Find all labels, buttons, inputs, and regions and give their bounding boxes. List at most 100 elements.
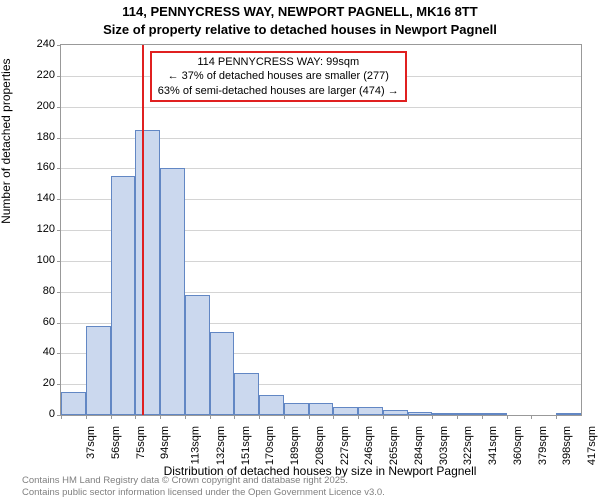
y-tick-label: 180 <box>15 131 55 143</box>
x-tick-label: 417sqm <box>586 426 598 465</box>
histogram-bar <box>234 373 259 415</box>
histogram-bar <box>86 326 111 415</box>
x-tick-mark <box>457 415 458 419</box>
x-tick-label: 341sqm <box>487 426 499 465</box>
y-tick-mark <box>57 199 61 200</box>
y-tick-label: 100 <box>15 254 55 266</box>
histogram-bar <box>408 412 433 415</box>
footer-line1: Contains HM Land Registry data © Crown c… <box>22 475 348 486</box>
y-tick-label: 60 <box>15 316 55 328</box>
y-tick-mark <box>57 76 61 77</box>
y-tick-mark <box>57 138 61 139</box>
x-tick-label: 379sqm <box>537 426 549 465</box>
y-tick-mark <box>57 323 61 324</box>
annotation-line2: ← 37% of detached houses are smaller (27… <box>168 70 389 82</box>
x-tick-mark <box>111 415 112 419</box>
y-tick-label: 0 <box>15 408 55 420</box>
histogram-bar <box>457 413 482 415</box>
histogram-bar <box>185 295 210 415</box>
x-tick-label: 170sqm <box>264 426 276 465</box>
x-tick-mark <box>482 415 483 419</box>
histogram-bar <box>284 403 309 415</box>
histogram-bar <box>111 176 136 415</box>
histogram-bar <box>383 410 408 415</box>
footer-line2: Contains public sector information licen… <box>22 487 385 498</box>
x-tick-label: 360sqm <box>512 426 524 465</box>
x-tick-mark <box>507 415 508 419</box>
x-tick-mark <box>210 415 211 419</box>
chart-title-sub: Size of property relative to detached ho… <box>0 22 600 37</box>
y-tick-mark <box>57 230 61 231</box>
x-tick-mark <box>333 415 334 419</box>
property-marker-line <box>142 45 144 415</box>
x-tick-mark <box>284 415 285 419</box>
y-tick-mark <box>57 292 61 293</box>
x-tick-label: 284sqm <box>413 426 425 465</box>
x-tick-mark <box>408 415 409 419</box>
annotation-box: 114 PENNYCRESS WAY: 99sqm ← 37% of detach… <box>150 51 407 102</box>
histogram-bar <box>358 407 383 415</box>
x-tick-label: 94sqm <box>159 426 171 459</box>
histogram-bar <box>61 392 86 415</box>
x-tick-mark <box>556 415 557 419</box>
histogram-bar <box>309 403 334 415</box>
x-tick-mark <box>432 415 433 419</box>
y-tick-mark <box>57 384 61 385</box>
footer-attribution: Contains HM Land Registry data © Crown c… <box>22 475 385 498</box>
property-size-chart: 114, PENNYCRESS WAY, NEWPORT PAGNELL, MK… <box>0 0 600 500</box>
x-tick-mark <box>160 415 161 419</box>
y-tick-label: 140 <box>15 192 55 204</box>
histogram-bar <box>432 413 457 415</box>
y-tick-label: 120 <box>15 223 55 235</box>
y-tick-label: 80 <box>15 285 55 297</box>
y-tick-mark <box>57 107 61 108</box>
x-tick-label: 246sqm <box>364 426 376 465</box>
y-tick-mark <box>57 45 61 46</box>
x-tick-label: 227sqm <box>339 426 351 465</box>
x-tick-label: 56sqm <box>110 426 122 459</box>
x-tick-label: 303sqm <box>438 426 450 465</box>
y-tick-label: 160 <box>15 161 55 173</box>
x-tick-mark <box>309 415 310 419</box>
histogram-bar <box>210 332 235 415</box>
y-tick-mark <box>57 261 61 262</box>
y-tick-label: 240 <box>15 38 55 50</box>
y-tick-mark <box>57 168 61 169</box>
histogram-bar <box>333 407 358 415</box>
x-tick-mark <box>86 415 87 419</box>
annotation-line1: 114 PENNYCRESS WAY: 99sqm <box>197 56 359 68</box>
chart-title-main: 114, PENNYCRESS WAY, NEWPORT PAGNELL, MK… <box>0 4 600 19</box>
x-tick-mark <box>259 415 260 419</box>
x-tick-mark <box>185 415 186 419</box>
x-tick-label: 398sqm <box>562 426 574 465</box>
y-tick-label: 200 <box>15 100 55 112</box>
grid-line <box>61 107 581 108</box>
histogram-bar <box>482 413 507 415</box>
x-tick-label: 132sqm <box>215 426 227 465</box>
histogram-bar <box>135 130 160 415</box>
x-tick-label: 322sqm <box>463 426 475 465</box>
x-tick-label: 75sqm <box>135 426 147 459</box>
x-tick-label: 151sqm <box>240 426 252 465</box>
y-tick-label: 220 <box>15 69 55 81</box>
plot-area: 114 PENNYCRESS WAY: 99sqm ← 37% of detach… <box>60 44 582 416</box>
x-tick-mark <box>234 415 235 419</box>
x-tick-mark <box>135 415 136 419</box>
x-tick-label: 265sqm <box>388 426 400 465</box>
x-tick-label: 208sqm <box>314 426 326 465</box>
x-tick-mark <box>383 415 384 419</box>
x-tick-label: 189sqm <box>289 426 301 465</box>
histogram-bar <box>160 168 185 415</box>
y-tick-label: 20 <box>15 377 55 389</box>
y-tick-mark <box>57 353 61 354</box>
y-axis-label: Number of detached properties <box>0 58 13 223</box>
x-tick-label: 113sqm <box>189 426 201 464</box>
x-tick-label: 37sqm <box>85 426 97 459</box>
histogram-bar <box>259 395 284 415</box>
histogram-bar <box>556 413 581 415</box>
x-tick-mark <box>61 415 62 419</box>
annotation-line3: 63% of semi-detached houses are larger (… <box>158 85 399 97</box>
x-tick-mark <box>358 415 359 419</box>
x-tick-mark <box>531 415 532 419</box>
y-tick-label: 40 <box>15 346 55 358</box>
